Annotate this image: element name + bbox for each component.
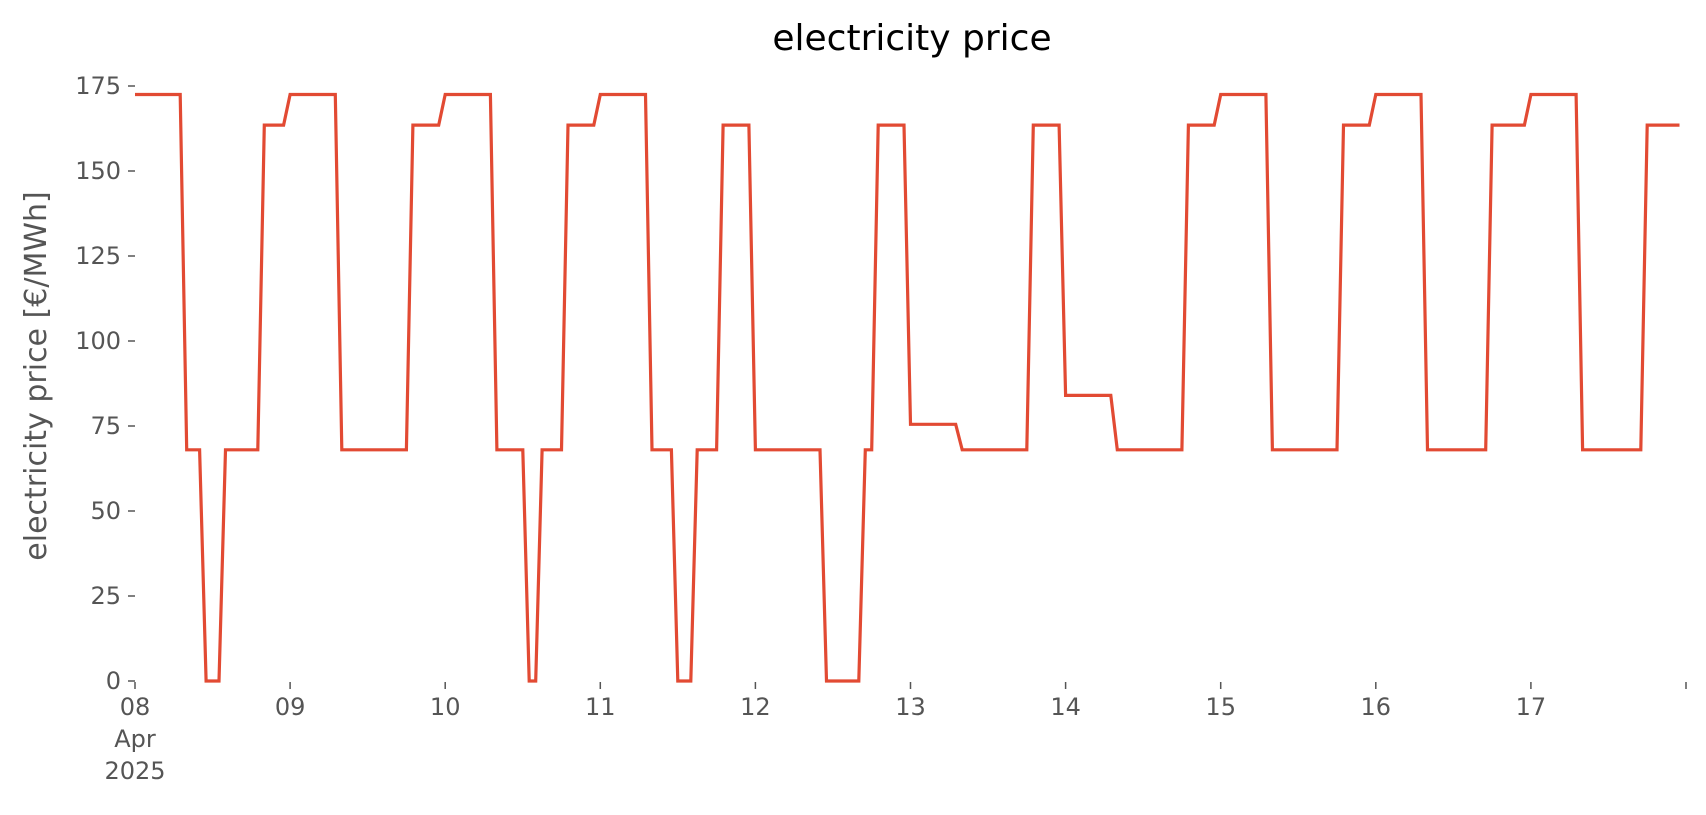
y-tick-label: 75 [90, 412, 121, 440]
y-tick-label: 0 [106, 667, 121, 695]
x-tick-label: 12 [740, 693, 771, 721]
series-layer [135, 92, 1680, 683]
x-tick-label: 13 [895, 693, 926, 721]
x-tick-label: 09 [275, 693, 306, 721]
x-tick-label: 15 [1205, 693, 1236, 721]
electricity-price-line [135, 92, 1680, 683]
x-tick-label: 08 [120, 693, 151, 721]
x-axis: 08 Apr 2025 09 10 11 12 13 14 15 16 17 [104, 682, 1687, 785]
x-tick-label: 17 [1516, 693, 1547, 721]
y-tick-label: 175 [75, 72, 121, 100]
chart-title: electricity price [772, 18, 1051, 59]
y-tick-label: 150 [75, 157, 121, 185]
x-tick-label: Apr [114, 725, 156, 753]
y-axis-label: electricity price [€/MWh] [19, 191, 54, 560]
y-tick-label: 100 [75, 327, 121, 355]
x-tick-label: 11 [585, 693, 616, 721]
y-tick-label: 25 [90, 582, 121, 610]
y-tick-label: 125 [75, 242, 121, 270]
y-axis: 0 25 50 75 100 125 150 175 [75, 72, 135, 695]
x-tick-label: 10 [430, 693, 461, 721]
x-tick-label: 14 [1050, 693, 1081, 721]
y-tick-label: 50 [90, 497, 121, 525]
x-tick-label: 16 [1361, 693, 1392, 721]
x-tick-label: 2025 [104, 757, 165, 785]
